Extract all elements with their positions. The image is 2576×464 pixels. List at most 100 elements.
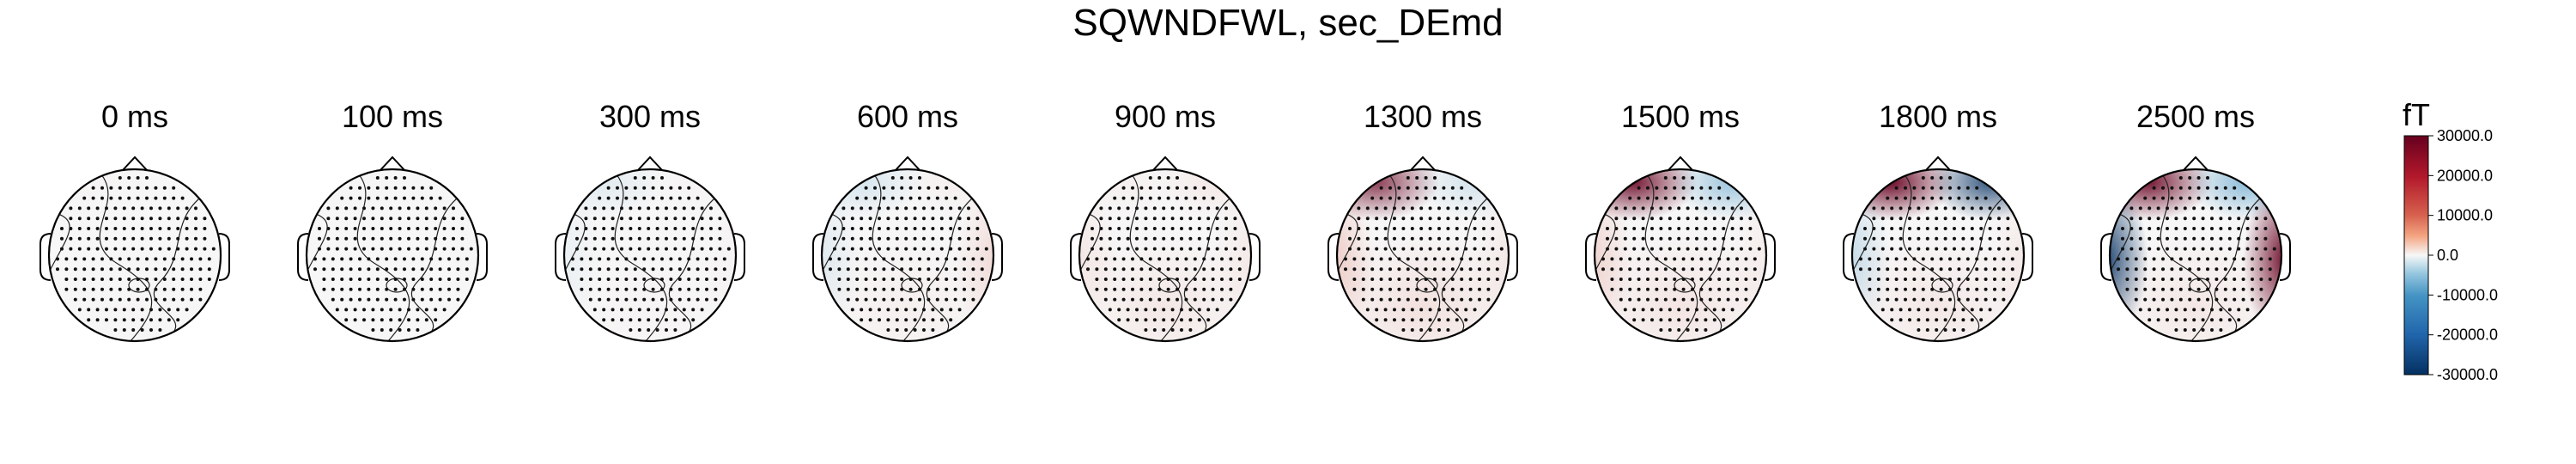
sensor-dot <box>1730 227 1735 230</box>
sensor-dot <box>918 287 921 291</box>
back-field <box>2110 229 2281 341</box>
sensor-dot <box>2178 278 2183 281</box>
sensor-dot <box>1166 267 1170 272</box>
contour-line <box>2110 211 2131 273</box>
sensor-dot <box>2143 267 2148 272</box>
sensor-dot <box>1139 196 1144 200</box>
sensor-dot <box>1144 247 1148 251</box>
sensor-dot <box>2148 227 2152 230</box>
sensor-dot <box>1152 328 1157 332</box>
sensor-dot <box>931 206 935 211</box>
sensor-dot <box>1935 308 1939 312</box>
sensor-dot <box>620 318 623 322</box>
sensor-dot <box>949 236 953 241</box>
sensor-dot <box>1917 328 1921 332</box>
sensor-dot <box>904 236 908 241</box>
sensor-dot <box>2161 257 2165 261</box>
sensor-dot <box>2188 186 2192 190</box>
sensor-dot <box>460 247 465 251</box>
sensor-dot <box>87 217 91 221</box>
sensor-dot <box>447 287 451 291</box>
sensor-dot <box>2241 287 2245 291</box>
sensor-dot <box>1695 247 1698 251</box>
sensor-dot <box>1215 227 1219 230</box>
sensor-dot <box>705 257 708 261</box>
sensor-dot <box>904 318 908 322</box>
sensor-dot <box>1859 267 1862 272</box>
sensor-dot <box>91 196 95 200</box>
sensor-dot <box>1148 257 1152 261</box>
sensor-dot <box>375 176 380 180</box>
sensor-dot <box>456 278 460 281</box>
sensor-dot <box>1930 186 1935 190</box>
sensor-dot <box>180 297 185 302</box>
sensor-dot <box>158 236 162 241</box>
sensor-dot <box>1188 318 1193 322</box>
sensor-dot <box>868 247 872 251</box>
sensor-dot <box>922 227 926 230</box>
sensor-dot <box>2117 257 2120 261</box>
sensor-dot <box>2170 278 2174 281</box>
topomap-panel: 1300 ms <box>1327 99 1518 343</box>
sensor-dot <box>1433 267 1437 272</box>
sensor-dot <box>2210 328 2214 332</box>
right-ear <box>2279 233 2291 281</box>
sensor-dot <box>2148 318 2152 322</box>
sensor-dot <box>2183 206 2187 211</box>
sensor-dot <box>1406 278 1410 281</box>
sensor-dot <box>957 227 962 230</box>
sensor-dot <box>122 217 126 221</box>
sensor-dot <box>434 247 438 251</box>
sensor-dot <box>860 247 864 251</box>
sensor-dot <box>167 227 171 230</box>
sensor-dot <box>340 267 344 272</box>
sensor-dot <box>1708 186 1712 190</box>
sensor-dot <box>1446 328 1450 332</box>
sensor-dot <box>1930 196 1935 200</box>
sensor-dot <box>1740 236 1743 241</box>
sensor-dot <box>967 236 970 241</box>
sensor-dot <box>1117 206 1121 211</box>
sensor-dot <box>1953 308 1956 312</box>
sensor-dot <box>1691 257 1694 261</box>
sensor-dot <box>1157 176 1162 180</box>
sensor-dot <box>1139 287 1144 291</box>
sensor-dot <box>1886 297 1890 302</box>
sensor-dot <box>326 247 331 251</box>
sensor-dot <box>1126 247 1130 251</box>
sensor-dot <box>2227 308 2232 312</box>
sensor-dot <box>367 267 371 272</box>
sensor-dot <box>1442 186 1446 190</box>
sensor-dot <box>1415 186 1419 190</box>
sensor-dot <box>2134 278 2138 281</box>
right-ear <box>476 233 488 281</box>
sensor-dot <box>2259 297 2263 302</box>
sensor-dot <box>313 267 317 272</box>
sensor-dot <box>1131 278 1134 281</box>
sensor-dot <box>1943 318 1947 322</box>
sensor-dot <box>403 267 406 272</box>
nose <box>1667 156 1694 172</box>
sensor-dot <box>1904 287 1907 291</box>
sensor-dot <box>1486 297 1491 302</box>
sensor-dot <box>1361 278 1365 281</box>
sensor-dot <box>385 297 389 302</box>
sensor-dot <box>2201 247 2205 251</box>
sensor-dot <box>602 236 606 241</box>
sensor-dot <box>1188 206 1193 211</box>
sensor-dot <box>407 318 410 322</box>
sensor-dot <box>1428 318 1432 322</box>
sensor-dot <box>837 257 841 261</box>
sensor-dot <box>1446 247 1450 251</box>
sensor-dot <box>149 206 153 211</box>
sensor-dot <box>1677 247 1681 251</box>
sensor-dot <box>420 257 424 261</box>
sensor-dot <box>145 196 149 200</box>
sensor-dot <box>1424 287 1428 291</box>
sensor-dot <box>1717 196 1722 200</box>
sensor-dot <box>895 318 899 322</box>
sensor-dot <box>331 287 335 291</box>
sensor-dot <box>669 287 673 291</box>
sensor-dot <box>1375 318 1379 322</box>
sensor-dot <box>371 247 375 251</box>
